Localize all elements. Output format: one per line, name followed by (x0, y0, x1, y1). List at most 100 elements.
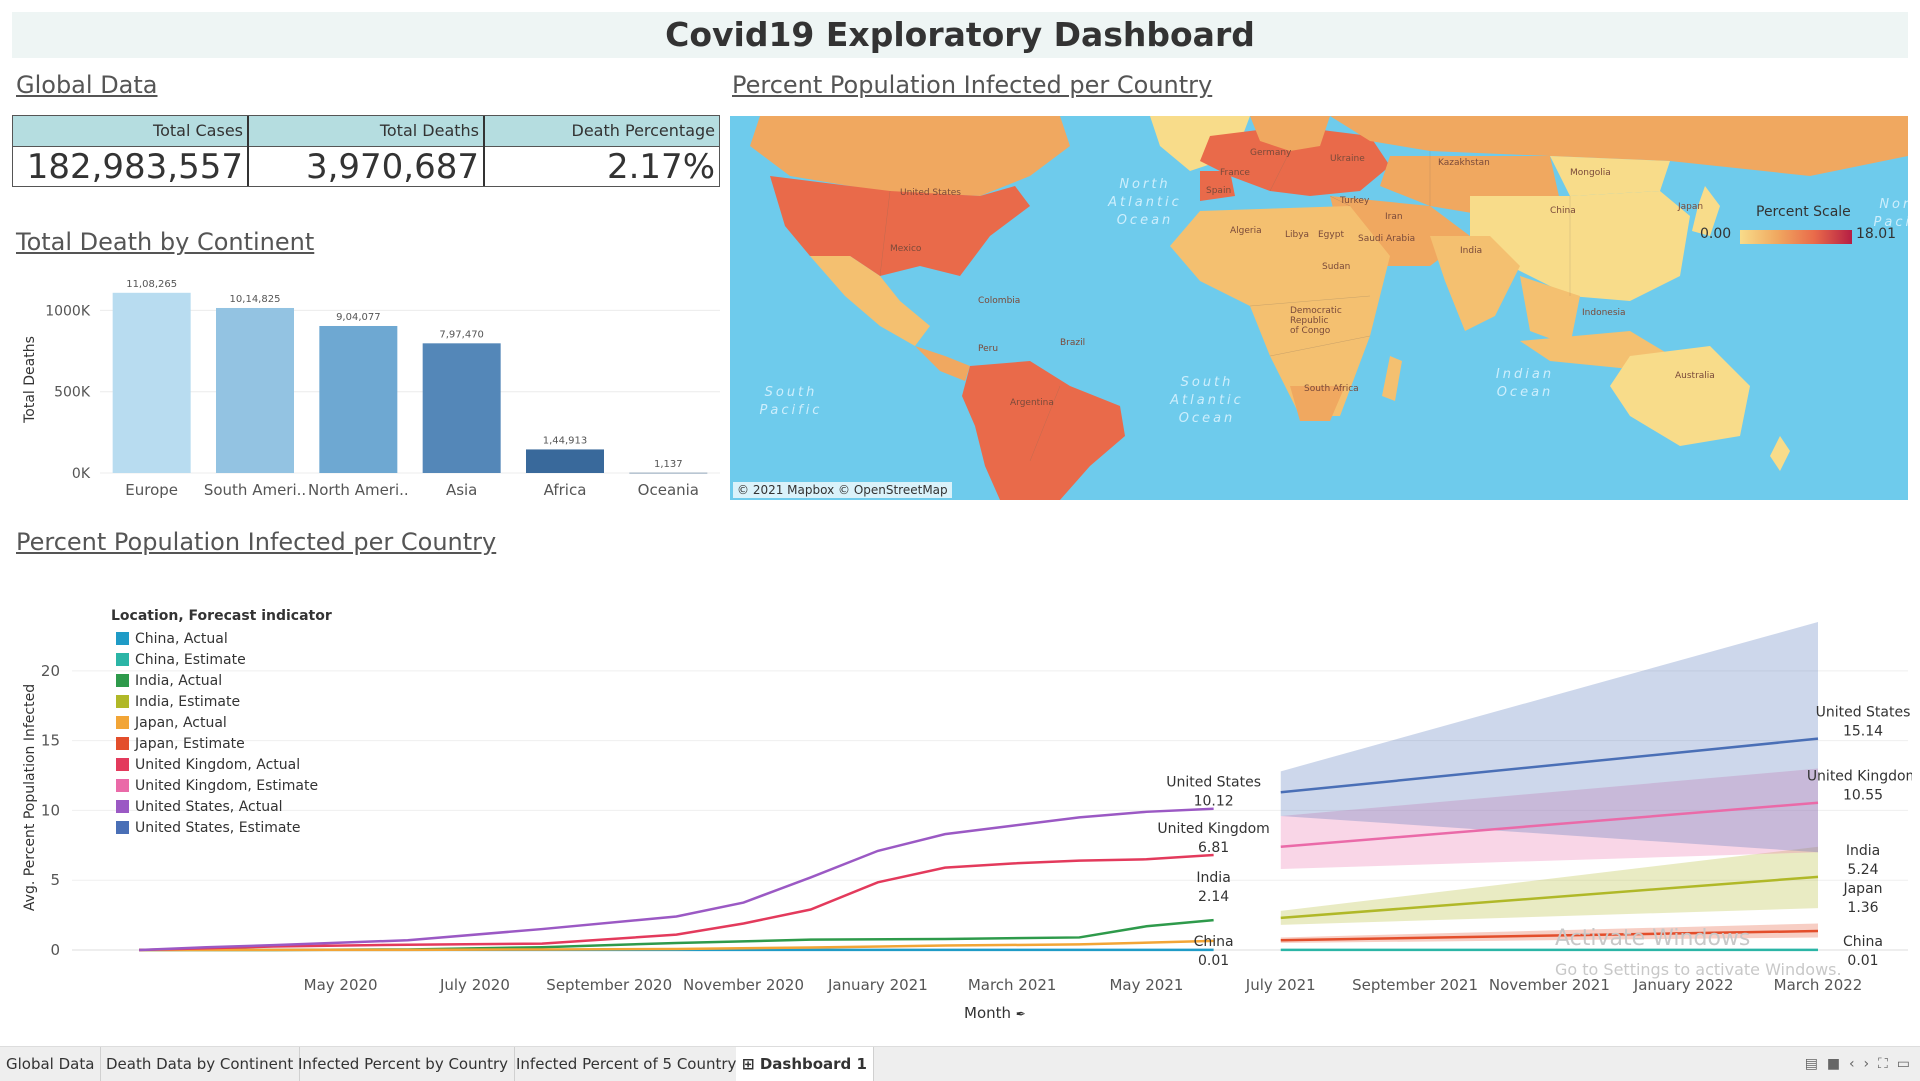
grid-icon: ⊞ (742, 1055, 755, 1073)
legend-label: China, Actual (135, 631, 228, 647)
legend-swatch (116, 821, 129, 834)
map-label: China (1550, 206, 1576, 216)
map-title: Percent Population Infected per Country (732, 71, 1212, 99)
fullscreen-icon[interactable]: ⛶ (1878, 1056, 1888, 1072)
end-label-value: 0.01 (1847, 953, 1878, 969)
legend-swatch (116, 653, 129, 666)
legend-item[interactable]: United Kingdom, Estimate (116, 775, 318, 796)
tab-infected-percent-by-country[interactable]: Infected Percent by Country (292, 1047, 515, 1081)
y-tick-label: 15 (41, 732, 60, 750)
legend-swatch (116, 632, 129, 645)
map-label: Mongolia (1570, 168, 1611, 178)
activate-windows-subtext: Go to Settings to activate Windows. (1555, 960, 1842, 979)
map-label: Mexico (890, 244, 921, 254)
map-label: Kazakhstan (1438, 158, 1490, 168)
x-axis-title-label: Month (964, 1004, 1011, 1022)
end-label-value: 1.36 (1847, 900, 1878, 916)
legend-item[interactable]: India, Estimate (116, 691, 318, 712)
map-label: South Atlantic Ocean (1152, 374, 1262, 428)
world-map[interactable]: North Atlantic Ocean South Atlantic Ocean… (730, 116, 1908, 500)
tab-infected-percent-of-5-country[interactable]: Infected Percent of 5 Country (510, 1047, 743, 1081)
dashboard-title: Covid19 Exploratory Dashboard (12, 12, 1908, 58)
trend-chart-title: Percent Population Infected per Country (16, 528, 496, 556)
legend-item[interactable]: India, Actual (116, 670, 318, 691)
presentation-icon[interactable]: ▭ (1897, 1056, 1910, 1072)
end-label-value: 15.14 (1843, 724, 1883, 740)
map-label: Argentina (1010, 398, 1054, 408)
map-region-mexico (810, 256, 930, 346)
kpi-header: Total Cases (13, 116, 247, 147)
bar-data-label: 7,97,470 (439, 329, 484, 340)
scale-max: 18.01 (1856, 226, 1896, 242)
tab-global-data[interactable]: Global Data (0, 1047, 101, 1081)
x-tick-label: September 2021 (1352, 976, 1478, 994)
legend-item[interactable]: United Kingdom, Actual (116, 754, 318, 775)
map-label: India (1460, 246, 1482, 256)
legend-swatch (116, 674, 129, 687)
map-label: Sudan (1322, 262, 1350, 272)
end-label-name: United Kingdom (1157, 821, 1269, 837)
map-label: Algeria (1230, 226, 1262, 236)
legend-item[interactable]: Japan, Estimate (116, 733, 318, 754)
tab-death-data-by-continent[interactable]: Death Data by Continent (100, 1047, 300, 1081)
bar-data-label: 11,08,265 (126, 279, 177, 290)
map-label: Indian Ocean (1470, 366, 1580, 402)
legend-swatch (116, 779, 129, 792)
bar (113, 293, 191, 473)
y-axis-label: Total Deaths (22, 336, 38, 424)
x-tick-label: May 2020 (304, 976, 378, 994)
tab-dashboard-1-label: Dashboard 1 (760, 1055, 867, 1073)
end-label-value: 10.55 (1843, 788, 1883, 804)
scale-min: 0.00 (1700, 226, 1731, 242)
map-label: Saudi Arabia (1358, 234, 1415, 244)
kpi-header: Death Percentage (485, 116, 719, 147)
end-label-value: 5.24 (1847, 862, 1878, 878)
x-axis-title: Month ✒ (964, 1004, 1026, 1022)
forecast-band (1281, 622, 1818, 852)
end-label-name: India (1196, 870, 1230, 886)
map-label: Germany (1250, 148, 1291, 158)
end-label-name: United States (1816, 705, 1911, 721)
legend-item[interactable]: United States, Estimate (116, 817, 318, 838)
legend-swatch (116, 737, 129, 750)
map-label: South Pacific (736, 384, 846, 420)
kpi-total-cases: Total Cases 182,983,557 (13, 116, 249, 186)
scale-gradient (1740, 230, 1852, 244)
map-region-new-zealand (1770, 436, 1790, 471)
map-label: Colombia (978, 296, 1020, 306)
kpi-table: Total Cases 182,983,557 Total Deaths 3,9… (12, 115, 720, 187)
bar-data-label: 10,14,825 (230, 294, 281, 305)
end-label-value: 2.14 (1198, 889, 1229, 905)
show-sheets-icon[interactable]: ▤ (1805, 1056, 1818, 1072)
map-label: United States (900, 188, 961, 198)
kpi-value: 3,970,687 (249, 147, 483, 187)
legend-item[interactable]: Japan, Actual (116, 712, 318, 733)
end-label-name: India (1846, 843, 1880, 859)
legend-item[interactable]: United States, Actual (116, 796, 318, 817)
y-axis-label: Avg. Percent Population Infected (22, 684, 38, 911)
end-label-name: United States (1166, 775, 1261, 791)
tab-dashboard-1[interactable]: ⊞ Dashboard 1 (736, 1047, 874, 1081)
filmstrip-icon[interactable]: ■ (1827, 1056, 1840, 1072)
legend-item[interactable]: China, Actual (116, 628, 318, 649)
next-sheet-icon[interactable]: › (1864, 1056, 1870, 1072)
pin-icon[interactable]: ✒ (1016, 1007, 1026, 1021)
map-label: North Atlantic Ocean (1090, 176, 1200, 230)
prev-sheet-icon[interactable]: ‹ (1849, 1056, 1855, 1072)
scale-title: Percent Scale (1756, 204, 1851, 220)
map-region-madagascar (1382, 356, 1402, 401)
title-bar: Covid19 Exploratory Dashboard (12, 12, 1908, 58)
legend-label: Japan, Estimate (135, 736, 245, 752)
x-tick-label: March 2021 (968, 976, 1057, 994)
end-label-name: China (1194, 934, 1234, 950)
map-region-south-america (962, 361, 1125, 500)
legend-item[interactable]: China, Estimate (116, 649, 318, 670)
end-label-value: 10.12 (1194, 794, 1234, 810)
y-tick-label: 5 (50, 871, 60, 889)
y-tick-label: 10 (41, 801, 60, 819)
kpi-total-deaths: Total Deaths 3,970,687 (249, 116, 485, 186)
legend-label: India, Estimate (135, 694, 240, 710)
bar (319, 326, 397, 473)
